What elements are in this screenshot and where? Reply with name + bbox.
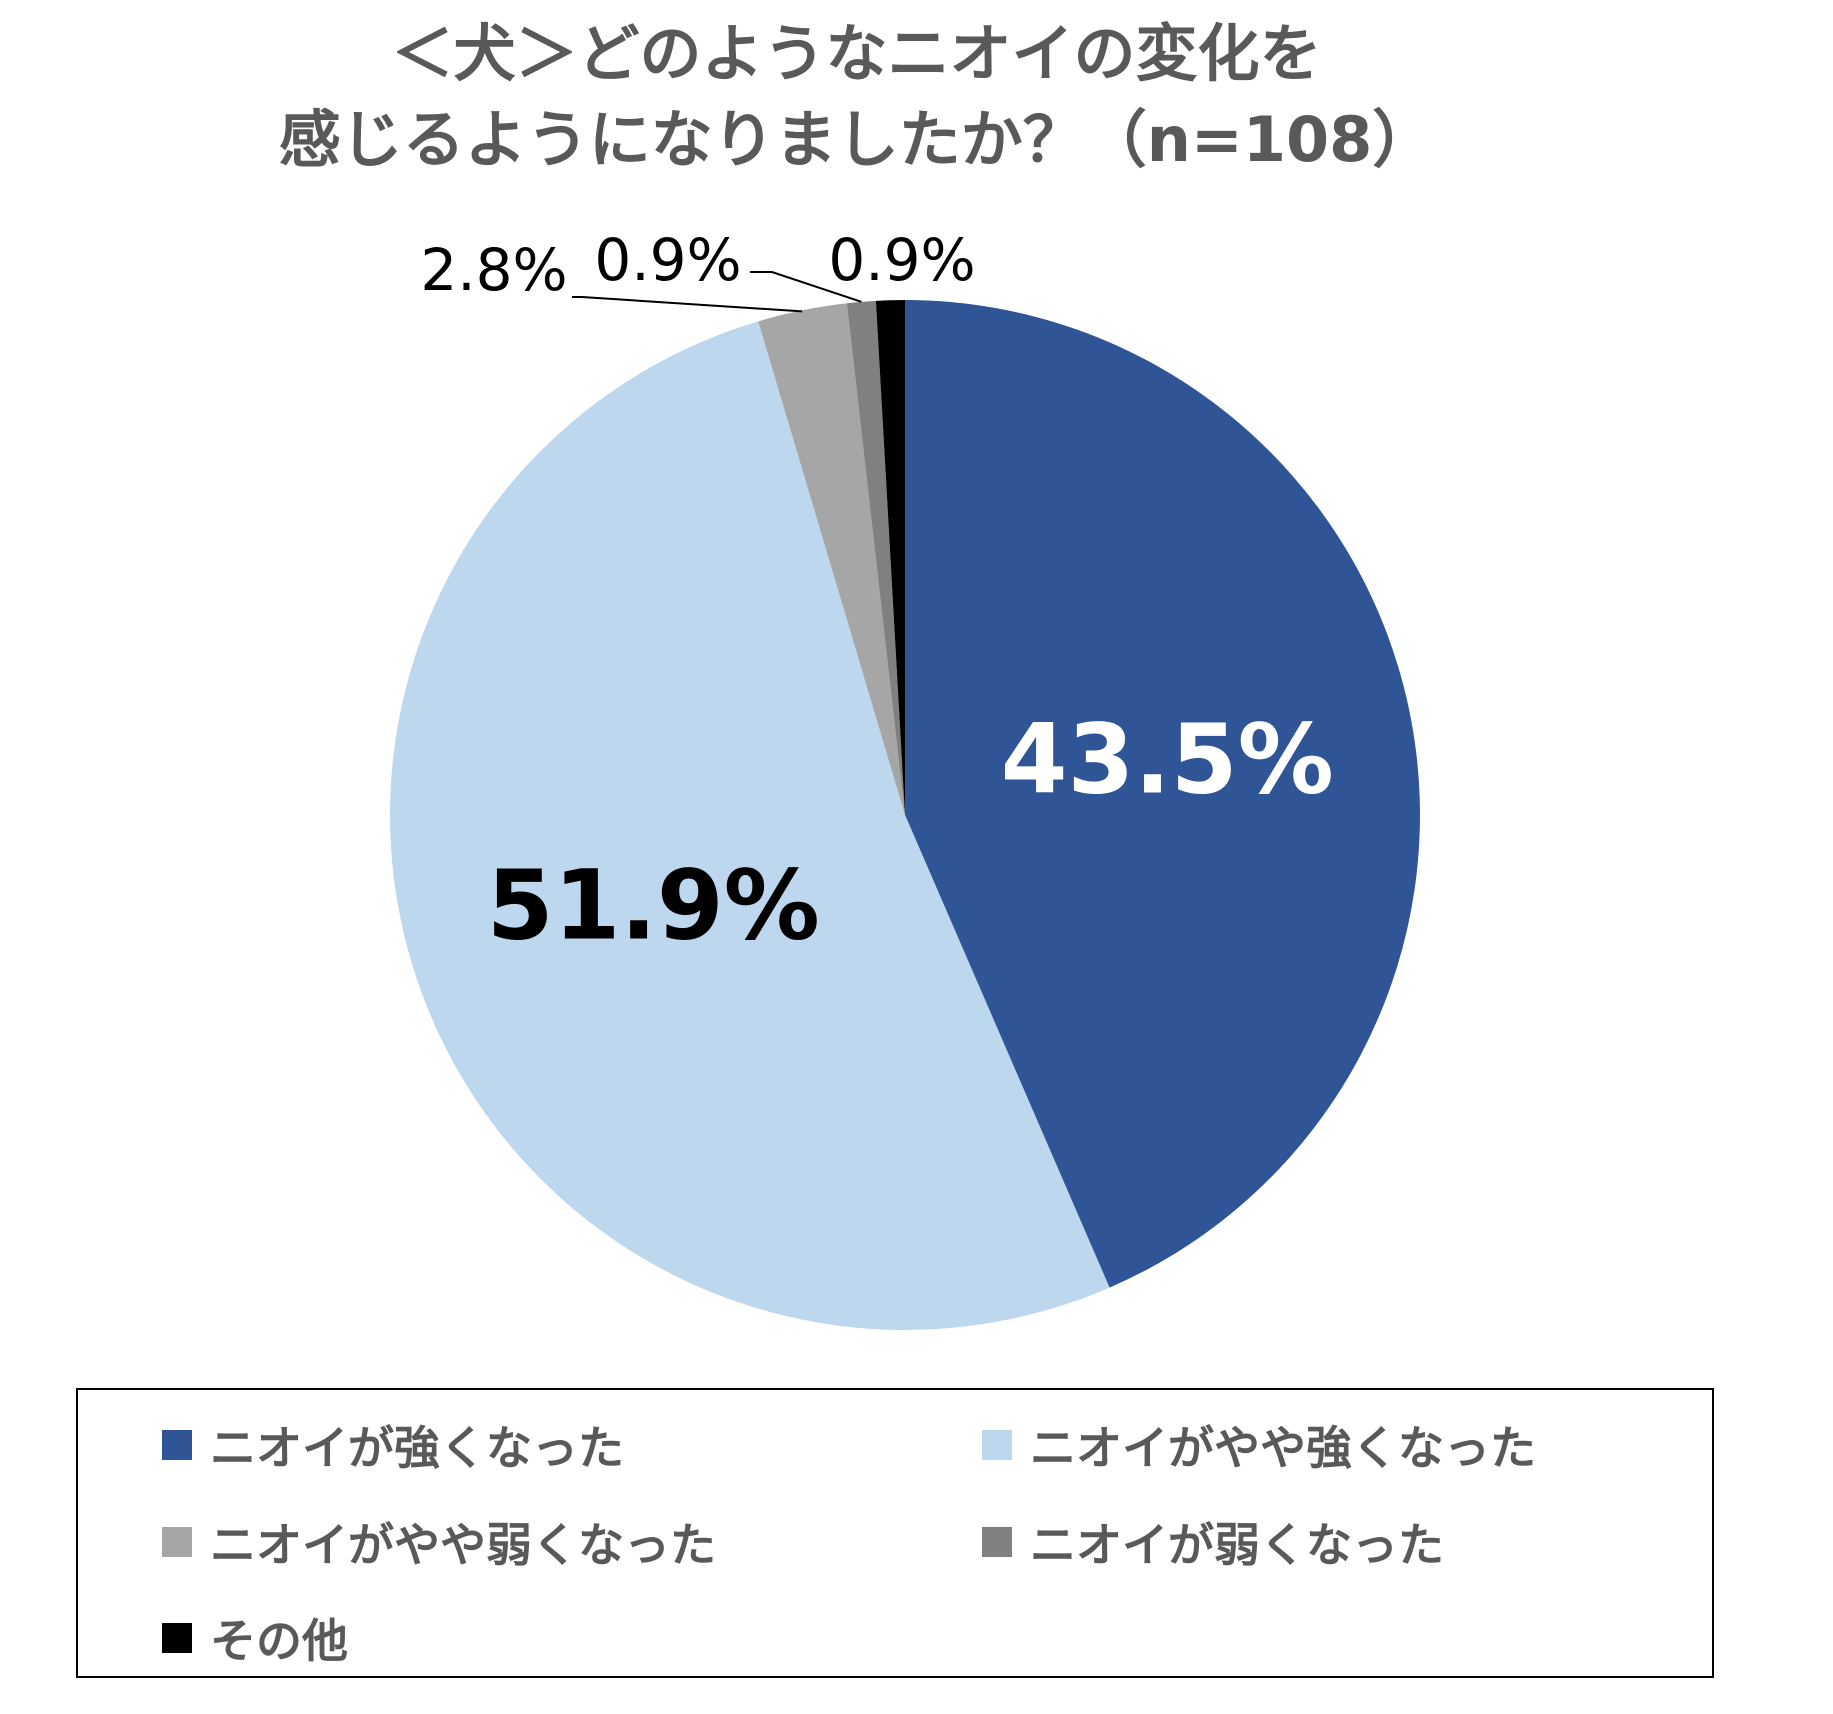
slice-label-weak: 0.9% — [594, 226, 741, 294]
pie-slice-strong — [905, 300, 1420, 1288]
legend-item-weak: ニオイが弱くなった — [982, 1509, 1444, 1575]
leader-line — [750, 271, 862, 303]
legend-swatch — [162, 1527, 192, 1557]
slice-label-slightly-weak: 2.8% — [420, 236, 567, 304]
legend-swatch — [162, 1430, 192, 1460]
legend-label: ニオイが強くなった — [210, 1421, 624, 1475]
pie-slice-slightly-weak — [758, 303, 905, 815]
chart-title-line2: 感じるようになりましたか？（n=108） — [278, 103, 1435, 176]
slice-label-other: 0.9% — [828, 226, 975, 294]
slice-label-slightly-strong: 51.9% — [487, 850, 820, 962]
legend-item-strong: ニオイが強くなった — [162, 1412, 624, 1478]
pie-slice-weak — [846, 300, 905, 815]
legend-label: ニオイが弱くなった — [1030, 1518, 1444, 1572]
leader-line — [572, 296, 803, 313]
legend-item-slightly-weak: ニオイがやや弱くなった — [162, 1509, 716, 1575]
chart-legend: ニオイが強くなった ニオイがやや強くなったニオイがやや弱くなった ニオイが弱くなった… — [76, 1388, 1714, 1678]
slice-label-strong: 43.5% — [1001, 704, 1334, 816]
chart-title-line1: ＜犬＞どのようなニオイの変化を — [391, 17, 1322, 90]
legend-label: ニオイがやや弱くなった — [210, 1518, 716, 1572]
pie-slice-slightly-strong — [390, 321, 1110, 1330]
legend-swatch — [982, 1527, 1012, 1557]
pie-slice-other — [875, 300, 905, 815]
legend-item-slightly-strong: ニオイがやや強くなった — [982, 1412, 1536, 1478]
legend-swatch — [982, 1430, 1012, 1460]
legend-label: その他 — [210, 1614, 348, 1668]
legend-label: ニオイがやや強くなった — [1030, 1421, 1536, 1475]
legend-item-other: その他 — [162, 1605, 348, 1671]
legend-swatch — [162, 1623, 192, 1653]
